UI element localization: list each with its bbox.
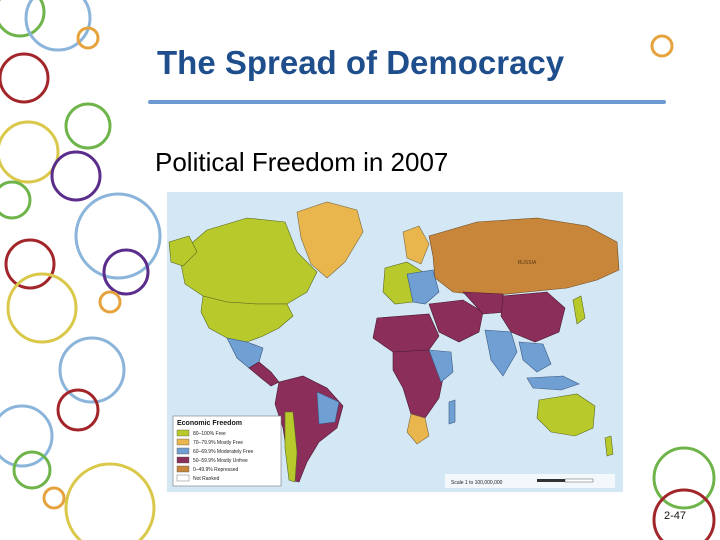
- decor-circle: [0, 404, 54, 468]
- region-se-asia: [518, 341, 552, 373]
- decor-circle: [4, 238, 56, 290]
- region-alaska: [168, 235, 198, 267]
- decor-circle: [650, 34, 674, 58]
- decor-circle: [0, 52, 50, 104]
- decor-circle: [102, 248, 150, 296]
- decor-circle: [76, 26, 100, 50]
- decor-circle: [50, 150, 102, 202]
- slide-subtitle: Political Freedom in 2007: [155, 147, 449, 177]
- decor-circle: [58, 336, 126, 404]
- legend-label: 50–59.9% Mostly Unfree: [193, 458, 248, 464]
- region-japan: [572, 295, 586, 325]
- region-russia: [428, 217, 620, 297]
- decor-circle: [42, 486, 66, 510]
- title-underline: [148, 100, 666, 104]
- legend-swatch: [176, 465, 190, 473]
- decor-circle: [0, 180, 32, 220]
- scale-bar-segment: [564, 478, 594, 483]
- legend-label: Not Ranked: [193, 476, 220, 482]
- map-scale-bar: Scale 1 to 100,000,000: [445, 474, 615, 488]
- region-scandinavia: [402, 225, 430, 265]
- legend-title: Economic Freedom: [177, 420, 242, 427]
- decor-circle: [0, 120, 60, 184]
- region-brazil-east: [316, 391, 340, 425]
- decor-circle: [652, 488, 716, 540]
- scale-text: Scale 1 to 100,000,000: [451, 480, 503, 486]
- region-chile: [284, 411, 298, 483]
- decor-circle: [74, 192, 162, 280]
- legend-label: 0–49.9% Repressed: [193, 467, 239, 473]
- scale-bar-segment: [537, 479, 565, 482]
- legend-swatch: [176, 447, 190, 455]
- region-australia: [536, 393, 596, 437]
- legend-swatch: [176, 474, 190, 482]
- legend-swatch: [176, 429, 190, 437]
- region-greenland: [296, 201, 364, 279]
- legend-label: 60–69.9% Moderately Free: [193, 449, 254, 455]
- legend-label: 70–79.9% Mostly Free: [193, 440, 243, 446]
- decor-circle: [652, 446, 716, 510]
- region-new-zealand: [604, 435, 614, 457]
- region-indonesia: [526, 375, 580, 391]
- legend-swatch: [176, 438, 190, 446]
- decor-circle: [0, 0, 46, 38]
- page-number: 2-47: [664, 510, 687, 522]
- decor-circle: [24, 0, 92, 52]
- map-legend: Economic Freedom 80–100% Free 70–79.9% Mo…: [172, 415, 282, 487]
- region-usa: [200, 295, 294, 343]
- map-label-russia: RUSSIA: [518, 260, 537, 266]
- decor-circle: [64, 462, 156, 540]
- legend-label: 80–100% Free: [193, 431, 226, 437]
- region-europe-east: [406, 269, 440, 305]
- decor-circle: [56, 388, 100, 432]
- world-map: RUSSIA Economic Freedom 80–100% Free 70–7…: [167, 192, 623, 492]
- region-africa-east: [428, 349, 454, 383]
- slide-title: The Spread of Democracy: [157, 44, 565, 81]
- legend-swatch: [176, 456, 190, 464]
- region-middle-east: [428, 299, 484, 343]
- region-africa-south: [406, 413, 430, 445]
- decor-circle: [64, 102, 112, 150]
- decor-circle: [6, 272, 78, 344]
- region-china: [500, 291, 566, 343]
- scale-bar-box: [445, 474, 615, 488]
- decor-circle: [12, 450, 52, 490]
- decor-circle: [98, 290, 122, 314]
- region-madagascar: [448, 399, 456, 425]
- region-india: [484, 329, 518, 377]
- legend-box: [172, 415, 282, 487]
